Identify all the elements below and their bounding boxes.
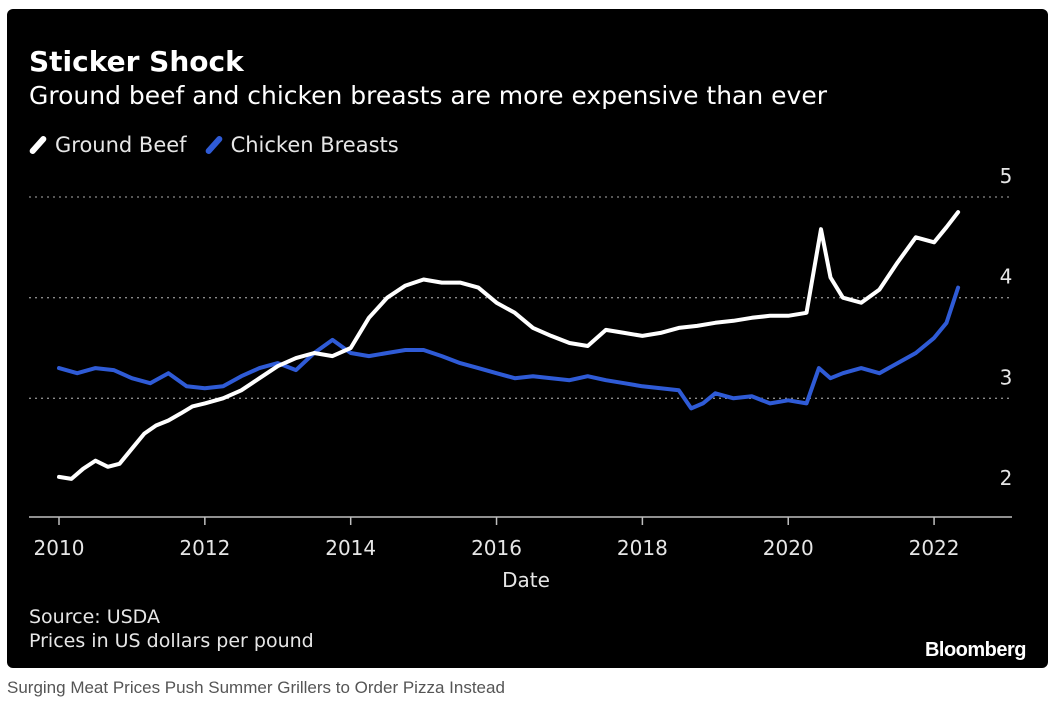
chart-subtitle: Ground beef and chicken breasts are more… xyxy=(29,81,827,110)
x-tick-label-2014: 2014 xyxy=(325,536,376,560)
x-tick-label-2020: 2020 xyxy=(763,536,814,560)
legend: Ground Beef Chicken Breasts xyxy=(28,131,417,159)
x-tick-label-2010: 2010 xyxy=(34,536,85,560)
x-tick-label-2012: 2012 xyxy=(179,536,230,560)
x-tick-label-2022: 2022 xyxy=(909,536,960,560)
y-tick-label-2: 2 xyxy=(1000,466,1013,490)
series-line-ground-beef xyxy=(57,210,961,481)
chart-card: Sticker Shock Ground beef and chicken br… xyxy=(7,9,1048,668)
chart-title: Sticker Shock xyxy=(29,45,244,78)
source-note: Source: USDA xyxy=(29,606,160,628)
x-tick-label-2018: 2018 xyxy=(617,536,668,560)
bloomberg-logo: Bloomberg xyxy=(924,639,1027,661)
legend-item-ground-beef: Ground Beef xyxy=(28,133,187,157)
legend-label-ground-beef: Ground Beef xyxy=(55,133,187,157)
legend-label-chicken-breasts: Chicken Breasts xyxy=(230,133,399,157)
article-caption[interactable]: Surging Meat Prices Push Summer Grillers… xyxy=(7,678,505,697)
chart-plot: 2 3 4 5 2010 2012 2014 2016 2018 2020 2022 Date xyxy=(29,164,1013,592)
units-note: Prices in US dollars per pound xyxy=(29,630,314,652)
y-tick-label-5: 5 xyxy=(1000,164,1013,188)
legend-item-chicken-breasts: Chicken Breasts xyxy=(203,133,399,157)
x-tick-label-2016: 2016 xyxy=(471,536,522,560)
y-tick-label-3: 3 xyxy=(1000,365,1013,389)
x-axis-title: Date xyxy=(502,568,550,592)
series-line-chicken-breasts xyxy=(57,285,961,411)
y-tick-label-4: 4 xyxy=(1000,265,1013,289)
